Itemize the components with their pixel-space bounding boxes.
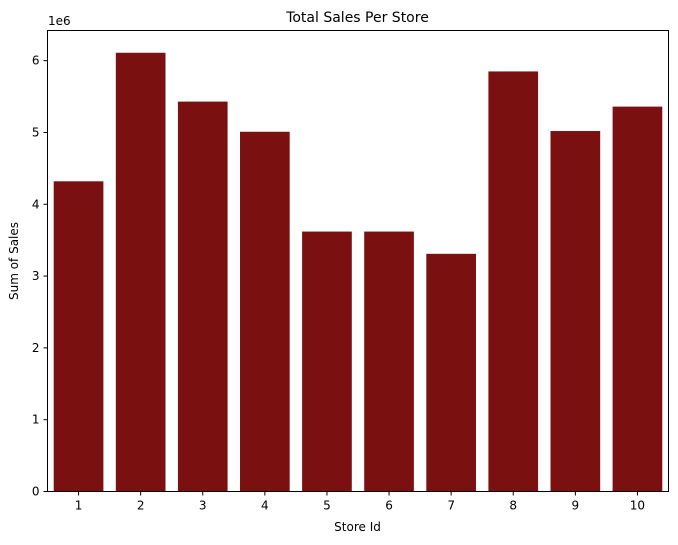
x-tick-label: 7 (447, 499, 455, 513)
x-tick-label: 5 (323, 499, 331, 513)
x-tick-label: 4 (261, 499, 269, 513)
y-offset-label: 1e6 (48, 14, 71, 28)
plot-frame (47, 30, 669, 492)
chart-title: Total Sales Per Store (285, 10, 429, 26)
x-tick-label: 8 (509, 499, 517, 513)
x-tick-label: 9 (572, 499, 580, 513)
bar-store-1 (53, 181, 104, 492)
x-tick-label: 1 (75, 499, 83, 513)
bar-store-10 (612, 106, 663, 492)
bars-group (53, 52, 663, 492)
x-tick-label: 3 (199, 499, 207, 513)
x-tick-label: 2 (137, 499, 145, 513)
bar-store-5 (302, 231, 352, 492)
y-tick-label: 2 (32, 341, 40, 355)
bar-store-3 (177, 101, 228, 492)
y-axis: 0 1 2 3 4 5 6 (32, 54, 48, 499)
y-tick-label: 0 (32, 485, 40, 499)
bar-store-8 (488, 71, 539, 492)
x-tick-label: 10 (630, 499, 645, 513)
y-tick-label: 1 (32, 413, 40, 427)
y-tick-label: 3 (32, 269, 40, 283)
x-tick-label: 6 (385, 499, 393, 513)
bar-store-2 (115, 52, 166, 492)
bar-store-4 (240, 131, 290, 492)
bar-store-9 (550, 131, 601, 492)
y-axis-label: Sum of Sales (7, 222, 21, 300)
bar-store-6 (364, 231, 414, 492)
y-tick-label: 5 (32, 125, 40, 139)
y-tick-label: 4 (32, 197, 40, 211)
bar-store-7 (426, 253, 476, 492)
x-axis-label: Store Id (334, 520, 381, 534)
x-axis: 1 2 3 4 5 6 7 8 9 10 (75, 491, 645, 513)
y-tick-label: 6 (32, 54, 40, 68)
